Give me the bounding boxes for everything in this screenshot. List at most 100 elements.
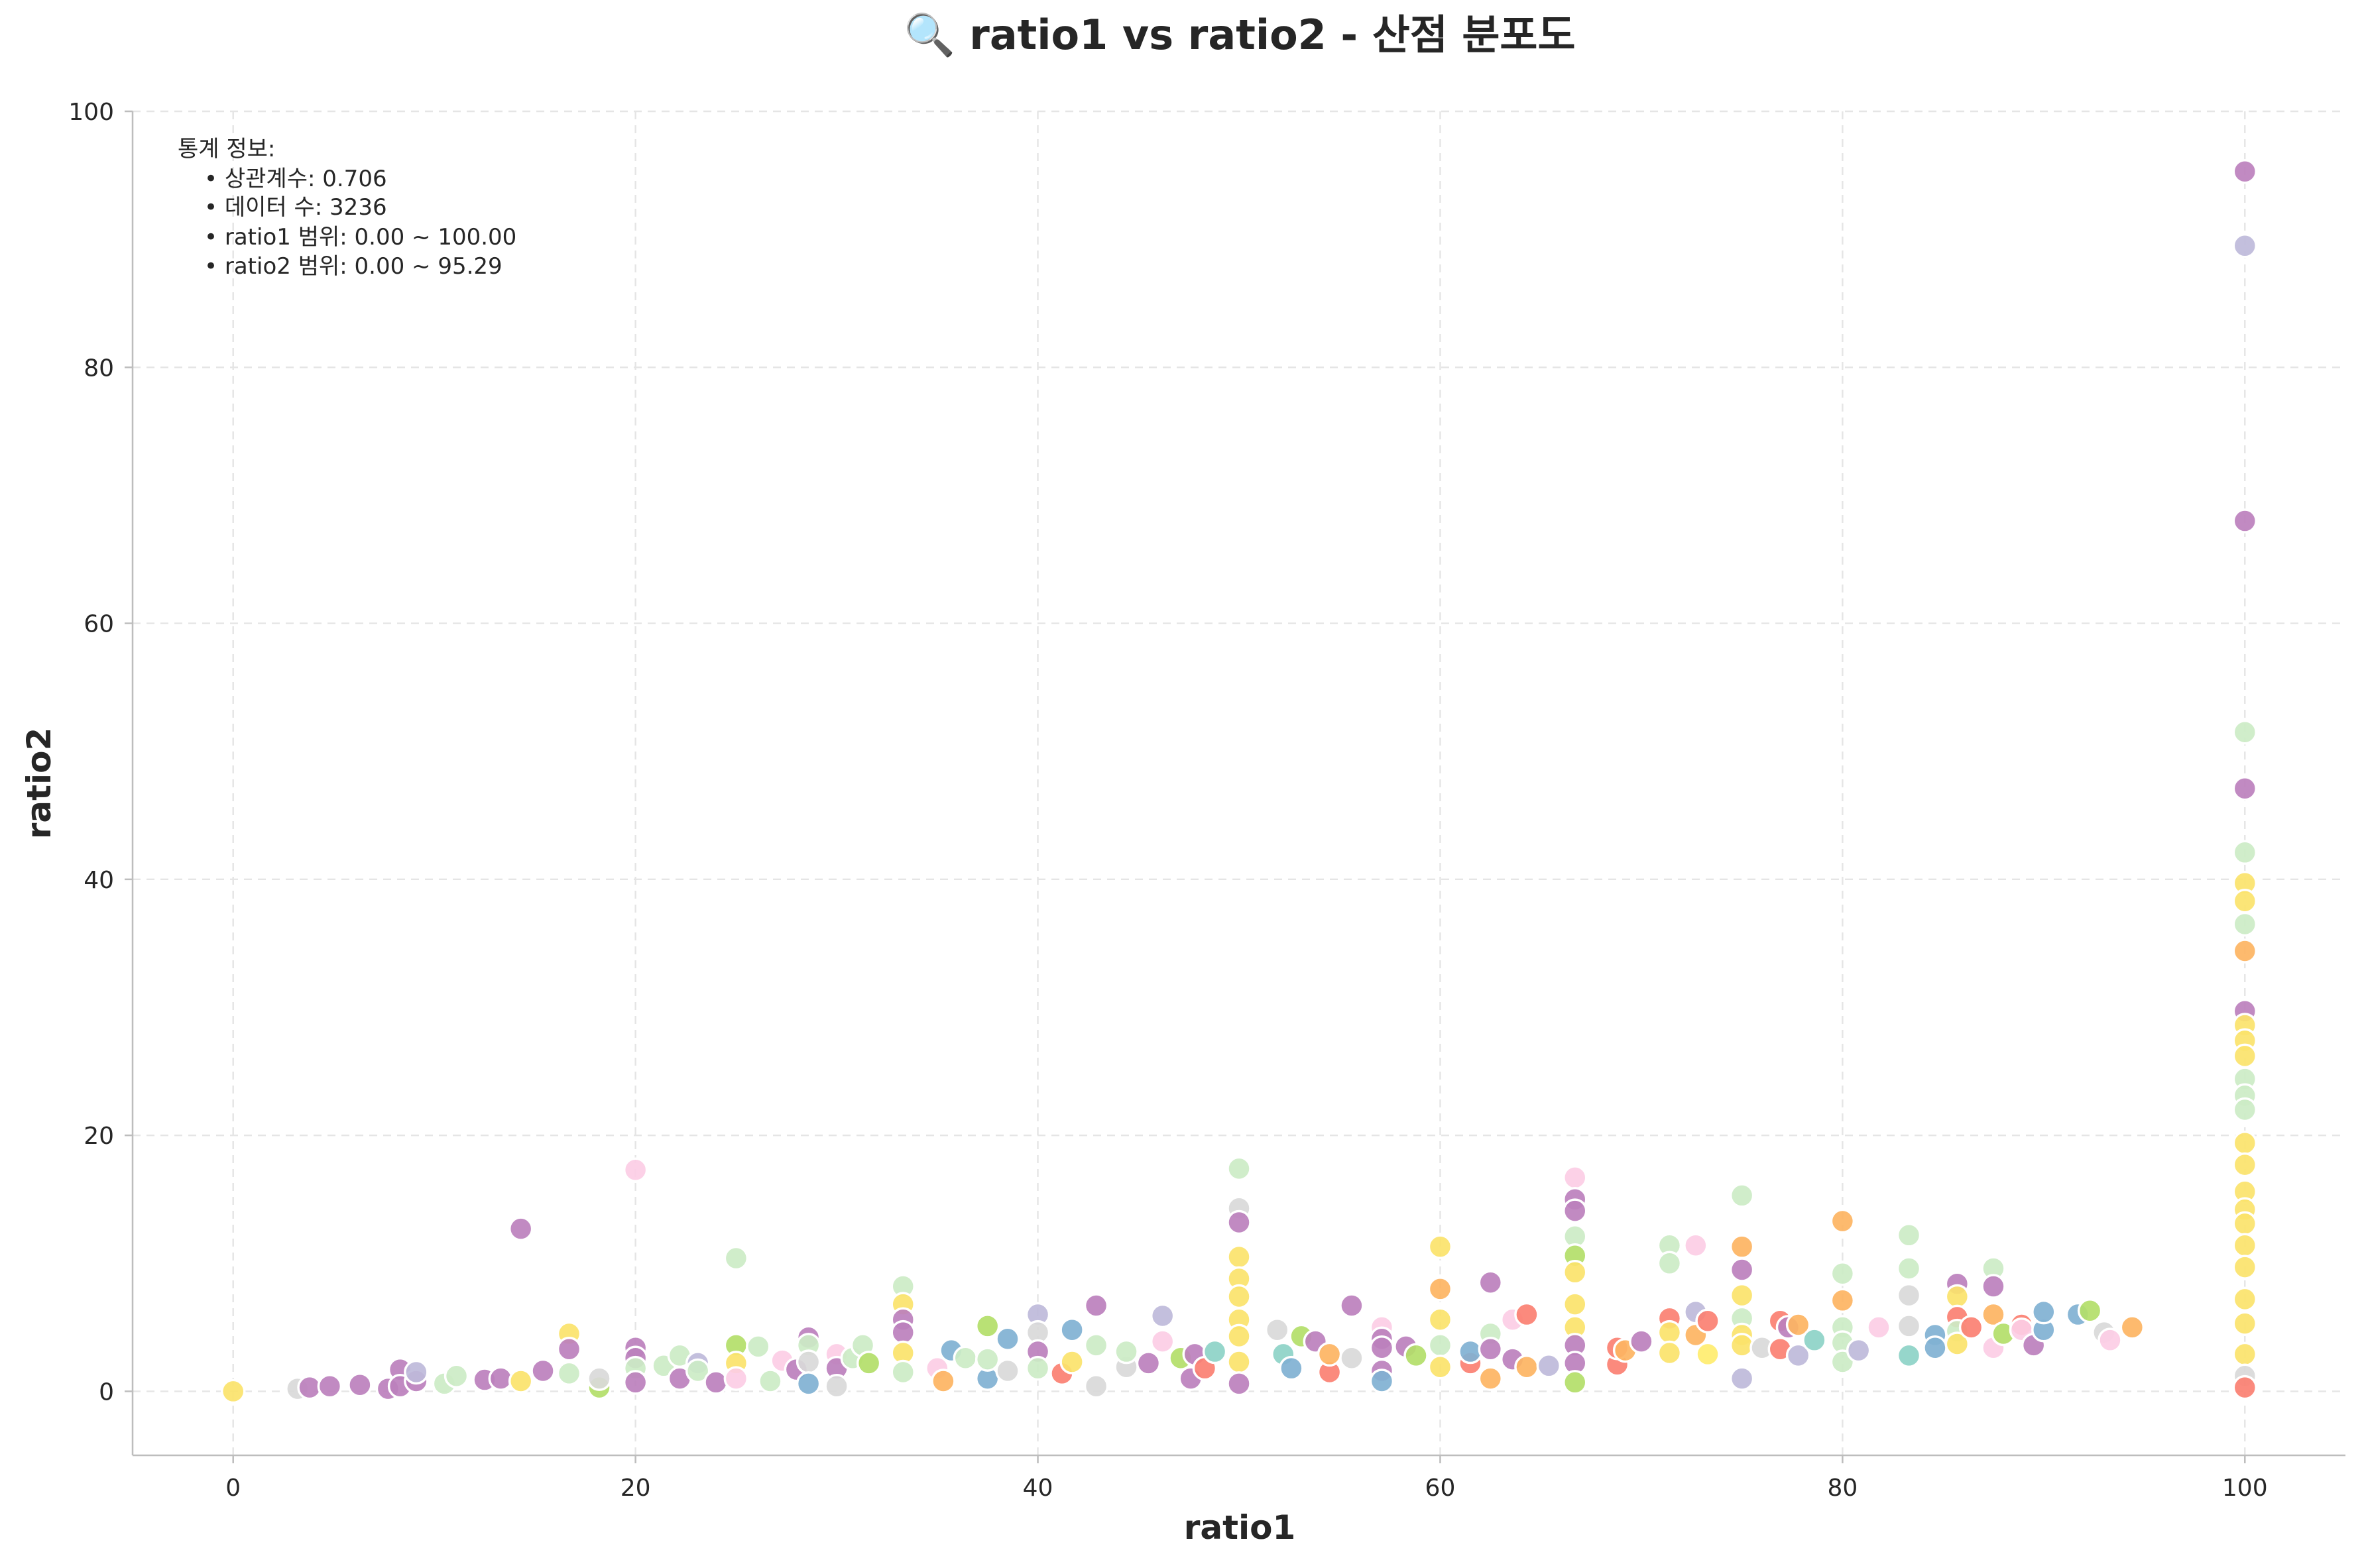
data-point [2232,775,2258,801]
y-tick-label: 40 [84,867,114,894]
data-point [1563,1260,1588,1285]
data-point [2232,1043,2258,1069]
data-point [2232,1374,2258,1400]
data-point [1563,1198,1588,1223]
data-point [723,1245,749,1271]
data-point [587,1366,612,1391]
data-point [1802,1327,1827,1353]
data-point [1059,1317,1085,1343]
data-point [2232,1311,2258,1336]
data-point [1846,1337,1871,1363]
data-point [508,1216,534,1241]
data-point [508,1369,534,1394]
data-point [1369,1369,1395,1394]
data-point [1427,1276,1453,1302]
data-point [1866,1315,1891,1340]
y-axis-label: ratio2 [20,728,58,840]
data-point [1683,1233,1708,1258]
data-point [995,1358,1020,1384]
data-point [1563,1292,1588,1317]
data-point [1695,1341,1720,1367]
data-point [1896,1314,1922,1339]
y-tick-label: 0 [99,1378,114,1406]
data-point [1403,1343,1429,1369]
data-point [1226,1371,1252,1396]
data-point [1478,1366,1504,1391]
data-point [1226,1284,1252,1310]
data-point [622,1157,648,1183]
data-point [1958,1315,1984,1340]
data-point [1729,1282,1755,1308]
data-point [347,1372,373,1398]
data-point [2232,911,2258,937]
stats-box: 통계 정보: • 상관계수: 0.706 • 데이터 수: 3236 • rat… [178,136,516,280]
data-point [1279,1355,1304,1381]
data-point [1830,1260,1856,1286]
data-point [1981,1274,2006,1299]
data-point [1785,1312,1811,1337]
data-point [1150,1303,1175,1329]
data-point [1514,1354,1539,1380]
data-point [1729,1366,1755,1391]
x-tick-label: 40 [1023,1475,1053,1502]
data-point [824,1373,849,1399]
stats-line-count: • 데이터 수: 3236 [204,194,387,221]
data-point [317,1373,343,1399]
data-point [1339,1293,1364,1318]
data-point [995,1326,1020,1351]
data-point [703,1370,729,1395]
data-points [220,159,2258,1404]
data-point [2232,1211,2258,1237]
data-point [953,1345,978,1371]
data-point [1896,1282,1922,1308]
data-point [1427,1354,1453,1380]
data-point [1981,1302,2006,1327]
data-point [2098,1327,2123,1353]
x-tick-label: 100 [2222,1475,2268,1502]
data-point [556,1336,582,1362]
data-point [1339,1345,1364,1371]
y-tick-label: 20 [84,1123,114,1150]
data-point [1083,1373,1109,1399]
data-point [685,1358,711,1384]
data-point [2232,1255,2258,1280]
data-point [1083,1293,1109,1318]
data-point [796,1371,821,1396]
data-point [931,1369,956,1394]
y-tick-label: 60 [84,611,114,638]
data-point [2232,1233,2258,1258]
data-point [1458,1339,1483,1365]
stats-line-ratio1-range: • ratio1 범위: 0.00 ~ 100.00 [204,224,516,251]
data-point [2077,1298,2103,1323]
x-tick-label: 80 [1827,1475,1858,1502]
data-point [1226,1244,1252,1270]
data-point [1563,1165,1588,1190]
data-point [488,1366,514,1391]
data-point [2232,1152,2258,1178]
axes-spines [131,111,2345,1457]
data-point [2232,1341,2258,1367]
data-point [1478,1336,1504,1362]
x-axis-label: ratio1 [1184,1508,1296,1547]
data-point [444,1363,469,1389]
data-point [1427,1333,1453,1358]
data-point [1226,1209,1252,1235]
data-point [1896,1223,1922,1248]
data-point [1729,1333,1755,1358]
data-point [1514,1302,1539,1327]
data-point [1729,1234,1755,1259]
data-point [1083,1333,1109,1358]
y-tick-label: 100 [68,99,114,126]
data-point [796,1349,821,1374]
x-tick-label: 60 [1425,1475,1456,1502]
data-point [2232,508,2258,533]
data-point [1150,1329,1175,1354]
data-point [1629,1329,1654,1354]
data-point [856,1351,882,1376]
data-point [1264,1317,1290,1343]
data-point [1563,1370,1588,1395]
data-point [1729,1183,1755,1208]
data-point [1944,1284,1970,1310]
data-point [2232,1130,2258,1156]
